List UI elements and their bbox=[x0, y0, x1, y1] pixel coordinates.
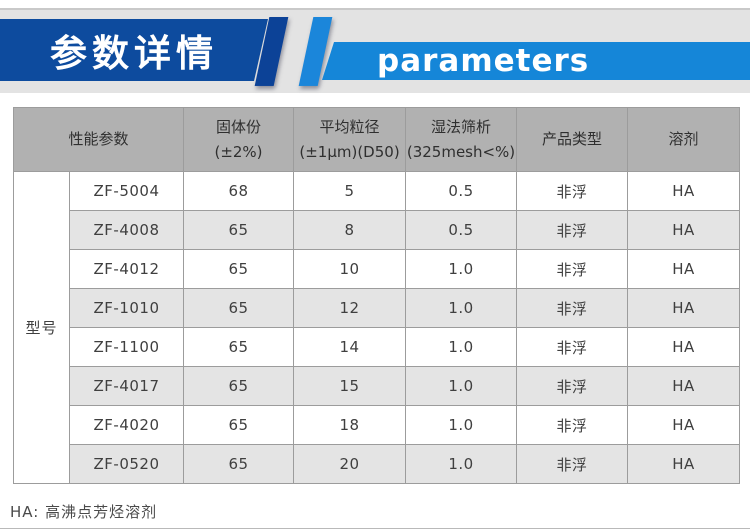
cell-solid: 65 bbox=[183, 444, 295, 484]
cell-solid: 65 bbox=[183, 405, 295, 445]
header-solid-content-line2: (±2%) bbox=[214, 142, 263, 161]
cell-model: ZF-1010 bbox=[68, 288, 185, 328]
bottom-divider bbox=[0, 528, 750, 529]
cell-type: 非浮 bbox=[516, 405, 629, 445]
cell-solid: 65 bbox=[183, 327, 295, 367]
cell-model: ZF-5004 bbox=[68, 171, 185, 211]
banner-title-en-text: parameters bbox=[377, 43, 590, 79]
cell-solvent: HA bbox=[627, 327, 741, 367]
cell-size: 20 bbox=[293, 444, 407, 484]
cell-type: 非浮 bbox=[516, 366, 629, 406]
cell-solvent: HA bbox=[627, 405, 741, 445]
cell-sieve: 0.5 bbox=[405, 171, 518, 211]
cell-solid: 65 bbox=[183, 288, 295, 328]
table-header-row: 性能参数 固体份 (±2%) 平均粒径 (±1μm)(D50) 湿法筛析 (32… bbox=[12, 107, 741, 172]
header-product-type: 产品类型 bbox=[516, 107, 629, 172]
cell-sieve: 1.0 bbox=[405, 405, 518, 445]
header-performance-params: 性能参数 bbox=[12, 107, 185, 172]
header-solid-content: 固体份 (±2%) bbox=[183, 107, 295, 172]
cell-solvent: HA bbox=[627, 288, 741, 328]
header-solvent: 溶剂 bbox=[627, 107, 741, 172]
cell-sieve: 1.0 bbox=[405, 288, 518, 328]
cell-type: 非浮 bbox=[516, 171, 629, 211]
cell-model: ZF-0520 bbox=[68, 444, 185, 484]
cell-size: 5 bbox=[293, 171, 407, 211]
cell-type: 非浮 bbox=[516, 327, 629, 367]
table-row: ZF-0520 65 20 1.0 非浮 HA bbox=[14, 444, 741, 484]
header-wet-sieve: 湿法筛析 (325mesh<%) bbox=[405, 107, 518, 172]
table-row: ZF-4020 65 18 1.0 非浮 HA bbox=[14, 405, 741, 445]
cell-sieve: 0.5 bbox=[405, 210, 518, 250]
header-band: 参数详情 parameters bbox=[0, 8, 750, 93]
cell-size: 18 bbox=[293, 405, 407, 445]
cell-model: ZF-4020 bbox=[68, 405, 185, 445]
cell-solvent: HA bbox=[627, 444, 741, 484]
cell-type: 非浮 bbox=[516, 249, 629, 289]
table-row: 型号 ZF-5004 68 5 0.5 非浮 HA bbox=[13, 171, 741, 484]
cell-solid: 65 bbox=[183, 366, 295, 406]
header-wet-sieve-line2: (325mesh<%) bbox=[406, 142, 516, 161]
cell-model: ZF-4008 bbox=[68, 210, 185, 250]
banner-title-zh-text: 参数详情 bbox=[50, 32, 218, 75]
spec-table: 性能参数 固体份 (±2%) 平均粒径 (±1μm)(D50) 湿法筛析 (32… bbox=[12, 107, 741, 484]
cell-model: ZF-4017 bbox=[68, 366, 185, 406]
cell-size: 15 bbox=[293, 366, 407, 406]
table-row: ZF-4008 65 8 0.5 非浮 HA bbox=[14, 210, 741, 250]
table-row: ZF-4017 65 15 1.0 非浮 HA bbox=[14, 366, 741, 406]
cell-model: ZF-4012 bbox=[68, 249, 185, 289]
header-wet-sieve-line1: 湿法筛析 bbox=[431, 117, 492, 136]
header-avg-particle-size: 平均粒径 (±1μm)(D50) bbox=[293, 107, 407, 172]
row-group-label: 型号 bbox=[13, 171, 70, 484]
cell-type: 非浮 bbox=[516, 210, 629, 250]
cell-solvent: HA bbox=[627, 171, 741, 211]
cell-sieve: 1.0 bbox=[405, 366, 518, 406]
banner-title-en: parameters bbox=[322, 42, 750, 80]
table-row: ZF-4012 65 10 1.0 非浮 HA bbox=[14, 249, 741, 289]
cell-sieve: 1.0 bbox=[405, 327, 518, 367]
cell-solid: 68 bbox=[183, 171, 295, 211]
cell-type: 非浮 bbox=[516, 444, 629, 484]
cell-solid: 65 bbox=[183, 249, 295, 289]
cell-size: 12 bbox=[293, 288, 407, 328]
cell-solid: 65 bbox=[183, 210, 295, 250]
cell-solvent: HA bbox=[627, 210, 741, 250]
table-row: ZF-1100 65 14 1.0 非浮 HA bbox=[14, 327, 741, 367]
cell-type: 非浮 bbox=[516, 288, 629, 328]
header-avg-particle-size-line1: 平均粒径 bbox=[319, 117, 380, 136]
cell-size: 10 bbox=[293, 249, 407, 289]
banner-title-zh: 参数详情 bbox=[0, 19, 268, 81]
cell-solvent: HA bbox=[627, 249, 741, 289]
cell-solvent: HA bbox=[627, 366, 741, 406]
cell-size: 8 bbox=[293, 210, 407, 250]
cell-model: ZF-1100 bbox=[68, 327, 185, 367]
footnote: HA: 高沸点芳烃溶剂 bbox=[10, 503, 158, 521]
header-avg-particle-size-line2: (±1μm)(D50) bbox=[299, 142, 400, 161]
cell-size: 14 bbox=[293, 327, 407, 367]
table-row: ZF-1010 65 12 1.0 非浮 HA bbox=[14, 288, 741, 328]
cell-sieve: 1.0 bbox=[405, 444, 518, 484]
cell-sieve: 1.0 bbox=[405, 249, 518, 289]
header-solid-content-line1: 固体份 bbox=[216, 117, 262, 136]
